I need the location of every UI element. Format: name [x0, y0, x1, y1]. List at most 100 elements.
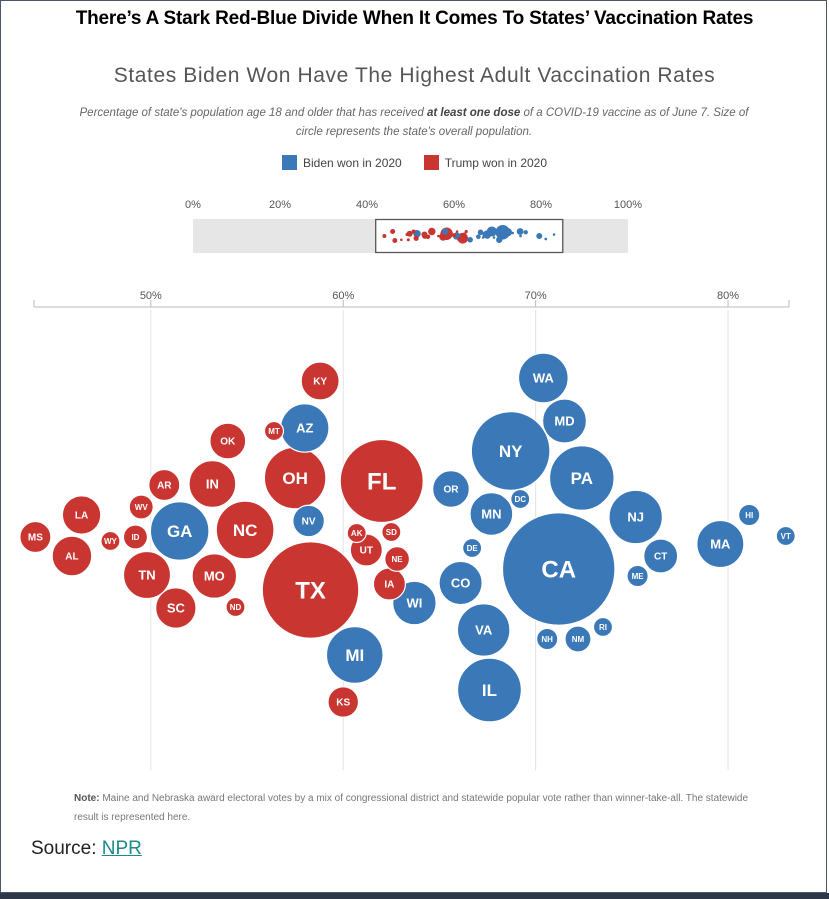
state-label-pa: PA	[571, 469, 593, 488]
overview-dot-md	[501, 233, 507, 239]
state-bubble-de	[462, 537, 483, 559]
state-bubble-me	[626, 564, 649, 588]
state-bubble-nv	[292, 504, 325, 538]
state-label-ia: IA	[384, 580, 394, 591]
overview-dot-ks	[452, 233, 456, 238]
overview-dot-ok	[425, 234, 431, 240]
overview-tick-label: 60%	[443, 199, 465, 211]
main-axis-tick-label: 60%	[332, 290, 354, 302]
state-bubble-ak	[346, 522, 367, 544]
legend-label-biden: Biden won in 2020	[302, 155, 402, 170]
state-label-ak: AK	[351, 529, 363, 538]
state-bubble-ny	[470, 411, 551, 491]
state-label-ga: GA	[167, 522, 193, 541]
main-axis-tick-label: 70%	[525, 290, 547, 302]
subtitle-text: Percentage of state's population age 18 …	[79, 107, 427, 119]
overview-dot-ut	[457, 236, 462, 242]
overview-dot-ia	[462, 232, 467, 237]
source-link[interactable]: NPR	[101, 838, 142, 859]
state-label-ks: KS	[336, 698, 350, 709]
state-label-ky: KY	[313, 377, 327, 388]
main-axis-tick-label: 80%	[717, 290, 739, 302]
state-bubble-nm	[564, 625, 592, 653]
state-bubble-in	[188, 460, 237, 508]
overview-dot-ak	[455, 230, 459, 233]
state-label-nh: NH	[541, 635, 553, 644]
overview-dot-al	[390, 228, 396, 235]
state-label-nd: ND	[230, 603, 242, 612]
state-bubble-il	[456, 657, 522, 723]
overview-dot-id	[405, 232, 409, 237]
state-bubble-ms	[19, 520, 52, 554]
state-label-vt: VT	[781, 532, 791, 541]
state-bubble-mi	[325, 626, 384, 684]
overview-dot-wv	[406, 238, 410, 242]
state-bubble-vt	[775, 525, 796, 547]
state-bubble-mn	[469, 492, 514, 536]
state-label-la: LA	[75, 511, 88, 522]
state-bubble-co	[438, 560, 483, 606]
state-label-az: AZ	[296, 421, 313, 436]
overview-dot-ma	[536, 232, 543, 240]
state-bubble-nj	[608, 489, 663, 545]
overview-dot-or	[476, 234, 481, 240]
legend-label-trump: Trump won in 2020	[444, 155, 548, 170]
state-bubble-ky	[300, 361, 340, 401]
overview-dot-nm	[505, 229, 509, 234]
overview-dot-nc	[428, 227, 436, 236]
bottom-bar	[0, 893, 829, 899]
state-label-mi: MI	[345, 646, 364, 665]
state-label-fl: FL	[367, 469, 396, 496]
overview-tick-label: 40%	[356, 199, 378, 211]
overview-dot-vt	[552, 233, 556, 236]
overview-tick-label: 0%	[185, 199, 201, 211]
state-label-mo: MO	[204, 569, 225, 584]
state-label-ar: AR	[157, 481, 172, 492]
state-bubble-ma	[696, 519, 745, 569]
overview-dot-wi	[467, 236, 473, 243]
state-label-oh: OH	[282, 469, 308, 488]
state-label-wy: WY	[104, 537, 118, 546]
state-bubble-ar	[148, 468, 181, 502]
state-bubble-nh	[535, 627, 559, 651]
main-axis-tick-label: 50%	[140, 290, 162, 302]
chart-subtitle: Percentage of state's population age 18 …	[70, 104, 758, 142]
state-label-wv: WV	[135, 503, 149, 512]
state-bubble-wv	[128, 494, 154, 520]
subtitle-bold: at least one dose	[426, 107, 521, 119]
state-bubble-ne	[384, 546, 411, 572]
overview-dot-hi	[544, 237, 548, 241]
state-label-al: AL	[65, 552, 78, 563]
state-bubble-sc	[155, 587, 197, 629]
state-bubble-dc	[510, 488, 531, 510]
state-bubble-mt	[263, 420, 285, 442]
state-label-ok: OK	[220, 437, 236, 448]
state-bubble-ks	[327, 686, 360, 718]
state-bubble-wa	[517, 352, 569, 404]
overview-selection-window	[375, 218, 564, 254]
state-label-mt: MT	[268, 427, 280, 436]
note-label: Note:	[74, 793, 100, 804]
state-label-ct: CT	[654, 552, 667, 563]
state-bubble-wy	[100, 530, 121, 552]
overview-tick-label: 20%	[269, 199, 291, 211]
overview-tick-label: 80%	[530, 199, 552, 211]
state-label-mn: MN	[481, 507, 501, 522]
headline: There’s A Stark Red-Blue Divide When It …	[75, 8, 754, 29]
overview-dot-ct	[523, 230, 528, 235]
state-bubble-pa	[548, 445, 615, 511]
overview-dot-oh	[439, 232, 448, 241]
legend-item-trump: Trump won in 2020	[423, 155, 548, 170]
state-bubble-nc	[215, 500, 275, 560]
state-bubble-hi	[738, 503, 761, 527]
state-label-nm: NM	[572, 635, 585, 644]
legend: Biden won in 2020 Trump won in 2020	[0, 155, 829, 170]
state-bubble-ri	[592, 616, 614, 638]
chart-note: Note: Maine and Nebraska award electoral…	[74, 789, 754, 827]
state-bubble-ok	[209, 422, 247, 460]
state-label-ca: CA	[541, 557, 576, 584]
overview-dot-mn	[484, 233, 491, 239]
legend-swatch-trump	[423, 155, 439, 170]
overview-dot-de	[481, 236, 485, 239]
